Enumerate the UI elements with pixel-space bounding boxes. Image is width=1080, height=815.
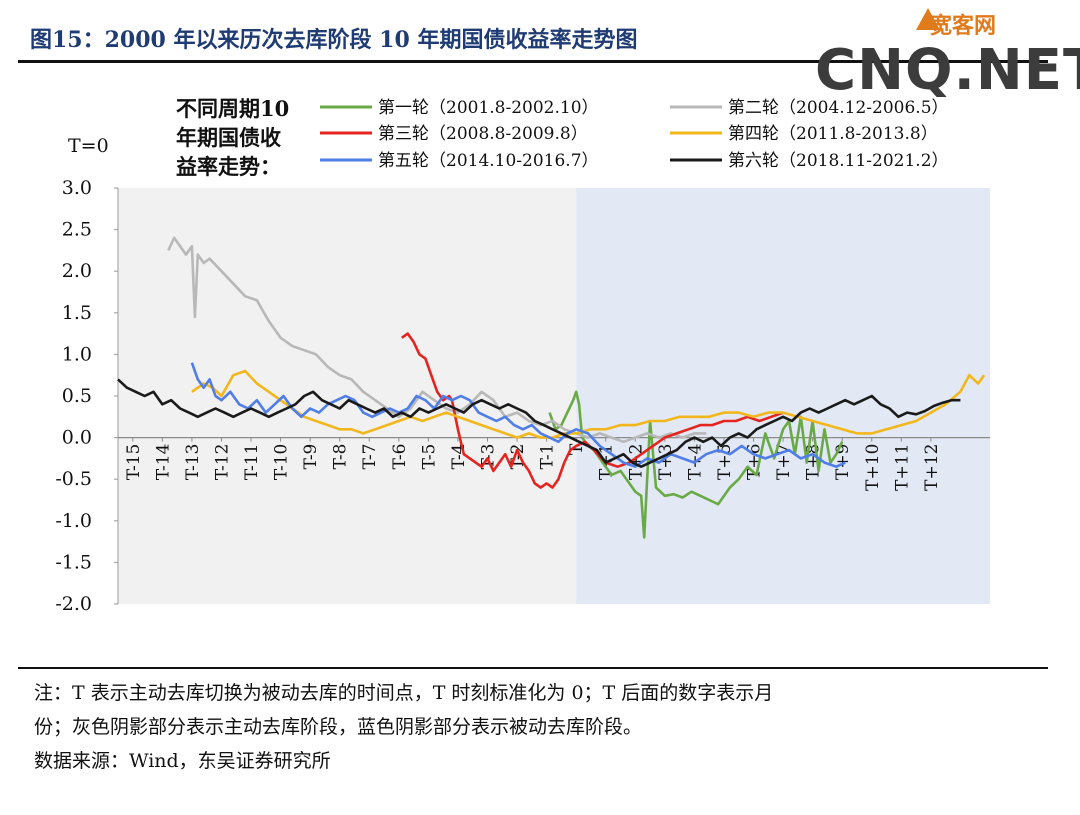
x-tick-label: T-1	[538, 444, 558, 470]
source-line: 数据来源：Wind，东吴证券研究所	[34, 750, 331, 772]
y-tick-label: 2.0	[62, 260, 92, 282]
x-tick-label: T-8	[331, 444, 351, 470]
y-tick-label: -1.0	[55, 510, 92, 532]
y-tick-label: 0.0	[62, 427, 92, 449]
legend-label-2: 第二轮（2004.12-2006.5）	[728, 98, 949, 118]
y-tick-label: 2.5	[62, 219, 92, 241]
x-tick-label: T-13	[183, 444, 203, 481]
x-tick-label: T-7	[360, 444, 380, 470]
series-line-2	[167, 236, 707, 444]
note-line-2: 份；灰色阴影部分表示主动去库阶段，蓝色阴影部分表示被动去库阶段。	[34, 716, 643, 738]
x-tick-label: T+12	[922, 444, 942, 491]
note-line-1: 注：T 表示主动去库切换为被动去库的时间点，T 时刻标准化为 0；T 后面的数字…	[34, 682, 774, 704]
legend-title-line: 不同周期10	[176, 96, 289, 121]
x-tick-label: T+9	[833, 444, 853, 480]
x-tick-label: T+11	[892, 444, 912, 491]
yield-chart: 3.0 2.5 2.0 1.5 1.0 0.5 0.0 -0.5 -1.0 -1.5 -2.0 T-1…	[55, 96, 990, 615]
x-tick-label: T-11	[242, 444, 262, 481]
x-tick-label: T-14	[153, 444, 173, 481]
legend-title-line: 年期国债收	[176, 125, 281, 150]
notes-rule	[18, 667, 1048, 669]
y-tick-label: 1.0	[62, 343, 92, 365]
y-tick-label: -1.5	[55, 551, 92, 573]
passive-destocking-shading	[576, 188, 990, 604]
legend-label-3: 第三轮（2008.8-2009.8）	[378, 124, 588, 144]
y-tick-label: 1.5	[62, 302, 92, 324]
series-line-3	[401, 332, 784, 489]
watermark-brand: 宽客网	[930, 14, 997, 39]
y-tick-label: 3.0	[62, 177, 92, 199]
series-line-1	[548, 390, 844, 539]
series-line-5	[190, 362, 846, 468]
x-tick-label: T-10	[272, 444, 292, 481]
y-tick-label: 0.5	[62, 385, 92, 407]
legend-label-1: 第一轮（2001.8-2002.10）	[378, 98, 599, 118]
x-tick-label: T	[567, 443, 587, 455]
watermark-site: CNQ.NET	[815, 38, 1080, 103]
figure-title: 图15：2000 年以来历次去库阶段 10 年期国债收益率走势图	[30, 27, 638, 53]
series-line-6	[117, 378, 961, 468]
t-zero-label: T=0	[68, 135, 109, 157]
title-rule	[18, 60, 1048, 63]
legend-label-4: 第四轮（2011.8-2013.8）	[728, 124, 938, 144]
x-tick-label: T-5	[419, 444, 439, 470]
y-tick-label: -2.0	[55, 593, 92, 615]
x-tick-label: T-9	[301, 444, 321, 470]
x-tick-label: T-6	[390, 444, 410, 470]
x-tick-label: T+10	[863, 444, 883, 491]
y-tick-label: -0.5	[55, 468, 92, 490]
watermark-logo-icon	[916, 8, 940, 30]
legend-title-line: 益率走势：	[176, 154, 281, 179]
x-tick-label: T-15	[124, 444, 144, 481]
legend-label-6: 第六轮（2018.11-2021.2）	[728, 151, 949, 171]
legend-label-5: 第五轮（2014.10-2016.7）	[378, 151, 599, 171]
x-tick-label: T-12	[212, 444, 232, 481]
